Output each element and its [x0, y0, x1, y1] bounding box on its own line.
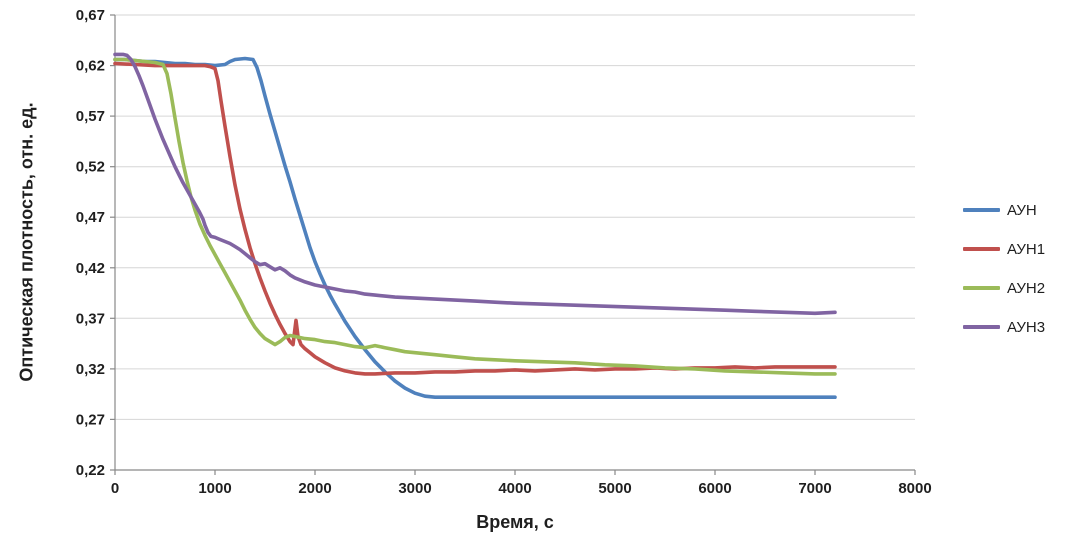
y-tick-label: 0,27 — [76, 411, 105, 428]
series-line-АУН3 — [113, 52, 837, 316]
x-tick-label: 7000 — [798, 480, 831, 497]
legend-item-aun1: АУН1 — [963, 240, 1045, 258]
y-tick-label: 0,52 — [76, 159, 105, 176]
legend-swatch-aun1 — [963, 247, 1000, 251]
x-tick-label: 8000 — [898, 480, 931, 497]
series-line-АУН1 — [113, 61, 837, 376]
y-tick-label: 0,47 — [76, 209, 105, 226]
x-tick-label: 5000 — [598, 480, 631, 497]
legend-label-aun1: АУН1 — [1007, 240, 1046, 258]
y-tick-label: 0,37 — [76, 310, 105, 327]
y-tick-label: 0,67 — [76, 7, 105, 24]
legend-label-aun: АУН — [1007, 201, 1037, 219]
legend: АУН АУН1 АУН2 АУН3 — [963, 201, 1045, 357]
legend-item-aun3: АУН3 — [963, 318, 1045, 336]
series-line-АУН2 — [113, 57, 837, 376]
legend-swatch-aun3 — [963, 325, 1000, 329]
x-tick-label: 4000 — [498, 480, 531, 497]
legend-swatch-aun2 — [963, 286, 1000, 290]
legend-label-aun3: АУН3 — [1007, 318, 1046, 336]
x-tick-label: 6000 — [698, 480, 731, 497]
legend-swatch-aun — [963, 208, 1000, 212]
x-tick-label: 2000 — [298, 480, 331, 497]
legend-item-aun: АУН — [963, 201, 1045, 219]
legend-item-aun2: АУН2 — [963, 279, 1045, 297]
y-tick-label: 0,42 — [76, 260, 105, 277]
x-axis-title: Время, с — [476, 512, 554, 532]
x-tick-label: 0 — [111, 480, 119, 497]
x-tick-label: 1000 — [198, 480, 231, 497]
y-tick-label: 0,57 — [76, 108, 105, 125]
y-tick-label: 0,32 — [76, 361, 105, 378]
y-axis-title: Оптическая плотность, отн. ед. — [16, 102, 37, 382]
y-tick-label: 0,62 — [76, 58, 105, 75]
y-tick-label: 0,22 — [76, 462, 105, 479]
legend-label-aun2: АУН2 — [1007, 279, 1046, 297]
x-tick-label: 3000 — [398, 480, 431, 497]
